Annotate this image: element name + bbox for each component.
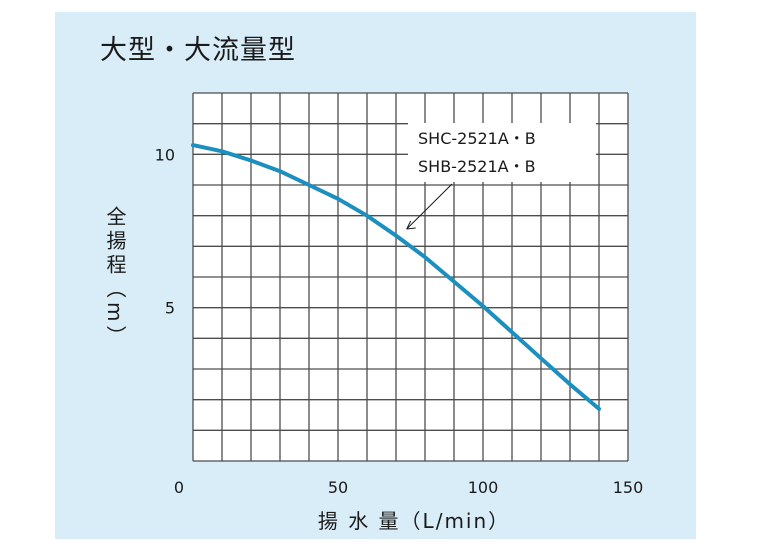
- annotation-arrow-head: [406, 220, 416, 230]
- y-tick-label: 5: [165, 299, 175, 318]
- annotation-arrow-line: [406, 183, 453, 230]
- x-tick-label: 100: [468, 478, 499, 497]
- chart-title: 大型・大流量型: [100, 35, 296, 66]
- x-axis-label: 揚 水 量（L/min）: [317, 509, 511, 533]
- x-tick-label: 150: [613, 478, 644, 497]
- series-line: [191, 143, 601, 411]
- annotation-box: [408, 123, 596, 182]
- annotation-text: SHC-2521A・B: [418, 129, 536, 148]
- annotation: SHC-2521A・B SHB-2521A・B: [406, 123, 596, 230]
- y-tick-labels: 5 10: [155, 145, 175, 317]
- y-tick-label: 10: [155, 145, 175, 164]
- y-axis-label: 全揚程（m）: [103, 206, 127, 350]
- x-tick-labels: 0 50 100 150: [174, 478, 643, 497]
- x-tick-label: 50: [328, 478, 348, 497]
- annotation-text: SHB-2521A・B: [418, 157, 536, 176]
- x-tick-label: 0: [174, 478, 184, 497]
